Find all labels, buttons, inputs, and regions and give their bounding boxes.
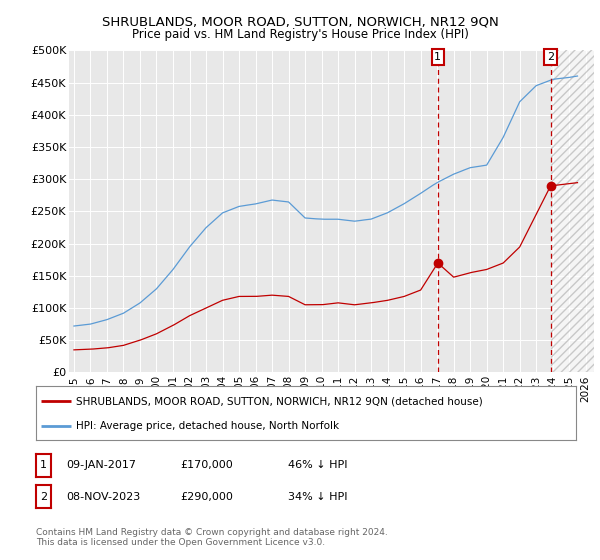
Text: 2: 2 xyxy=(40,492,47,502)
Text: £170,000: £170,000 xyxy=(180,460,233,470)
Text: £290,000: £290,000 xyxy=(180,492,233,502)
Text: Contains HM Land Registry data © Crown copyright and database right 2024.
This d: Contains HM Land Registry data © Crown c… xyxy=(36,528,388,547)
Text: 1: 1 xyxy=(40,460,47,470)
Text: Price paid vs. HM Land Registry's House Price Index (HPI): Price paid vs. HM Land Registry's House … xyxy=(131,28,469,41)
Text: 2: 2 xyxy=(547,52,554,62)
Text: 34% ↓ HPI: 34% ↓ HPI xyxy=(288,492,347,502)
Bar xyxy=(551,50,594,372)
Text: 08-NOV-2023: 08-NOV-2023 xyxy=(66,492,140,502)
Text: SHRUBLANDS, MOOR ROAD, SUTTON, NORWICH, NR12 9QN: SHRUBLANDS, MOOR ROAD, SUTTON, NORWICH, … xyxy=(101,16,499,29)
Text: 46% ↓ HPI: 46% ↓ HPI xyxy=(288,460,347,470)
Text: 1: 1 xyxy=(434,52,442,62)
Text: 09-JAN-2017: 09-JAN-2017 xyxy=(66,460,136,470)
Text: SHRUBLANDS, MOOR ROAD, SUTTON, NORWICH, NR12 9QN (detached house): SHRUBLANDS, MOOR ROAD, SUTTON, NORWICH, … xyxy=(77,396,483,407)
Text: HPI: Average price, detached house, North Norfolk: HPI: Average price, detached house, Nort… xyxy=(77,421,340,431)
